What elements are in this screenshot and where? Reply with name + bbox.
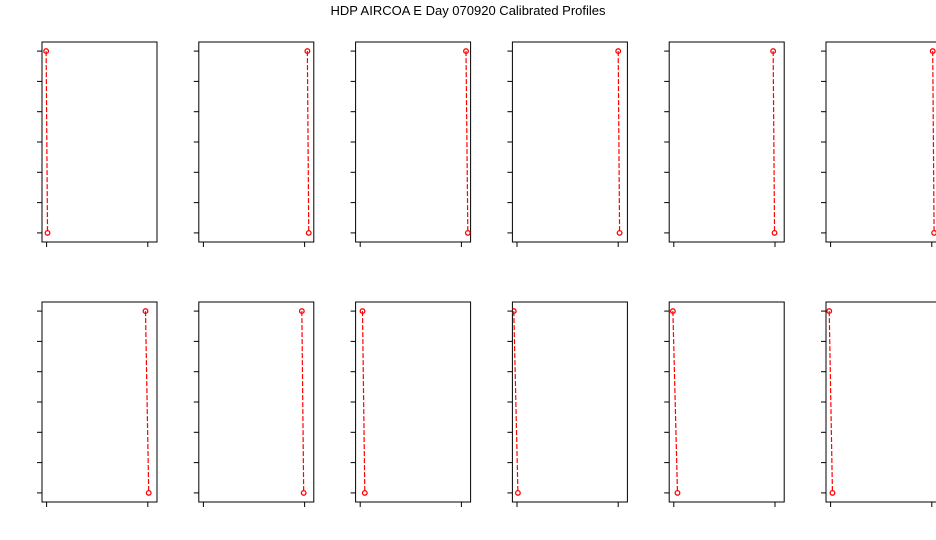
panel-6-series <box>142 308 152 496</box>
panel-9-series <box>512 308 521 496</box>
panel-1-data-point <box>304 48 311 55</box>
panel-4-profile-line <box>772 51 776 233</box>
panel-4-frame <box>668 41 785 243</box>
panel-10-series <box>669 308 681 496</box>
panel-1-series <box>304 48 312 236</box>
panel-11 <box>821 301 936 507</box>
panel-10-data-point <box>669 308 676 315</box>
panel-0 <box>37 41 158 247</box>
panel-11-data-point <box>826 308 833 315</box>
panel-3 <box>507 41 628 247</box>
panel-5-data-point <box>931 229 936 236</box>
panel-4-series <box>770 48 778 236</box>
panel-0-data-point <box>44 229 51 236</box>
panel-9-data-point <box>512 308 517 315</box>
panel-1-profile-line <box>306 51 310 233</box>
panel-8-data-point <box>359 308 366 315</box>
panel-3-profile-line <box>617 51 621 233</box>
panel-8-profile-line <box>361 311 366 493</box>
panel-0-series <box>43 48 51 236</box>
panel-5-profile-line <box>932 51 935 233</box>
panel-6-data-point <box>145 489 152 496</box>
panel-11-frame <box>825 301 936 503</box>
panel-4-data-point <box>770 48 777 55</box>
panel-1-frame <box>198 41 315 243</box>
figure-title: HDP AIRCOA E Day 070920 Calibrated Profi… <box>330 3 606 18</box>
panel-8 <box>350 301 472 507</box>
panel-3-data-point <box>615 48 622 55</box>
panel-2-series <box>463 48 471 236</box>
panel-6-data-point <box>142 308 149 315</box>
panel-2-data-point <box>463 48 469 55</box>
panel-2-data-point <box>464 229 471 236</box>
panel-3-data-point <box>616 229 623 236</box>
panel-5 <box>821 41 936 247</box>
panel-9-profile-line <box>513 311 519 493</box>
panel-9-frame <box>511 301 628 503</box>
panel-11-profile-line <box>828 311 834 493</box>
panel-7-frame <box>198 301 315 503</box>
panel-9-data-point <box>514 489 521 496</box>
panel-1-data-point <box>305 229 312 236</box>
panel-5-frame <box>825 41 936 243</box>
panel-2-frame <box>355 41 472 243</box>
panel-6-profile-line <box>144 311 150 493</box>
panel-3-frame <box>511 41 628 243</box>
panel-8-data-point <box>361 489 368 496</box>
panel-3-series <box>615 48 623 236</box>
panel-7-profile-line <box>301 311 305 493</box>
panel-4-data-point <box>771 229 778 236</box>
panel-0-profile-line <box>45 51 49 233</box>
panel-2-profile-line <box>465 51 469 233</box>
panel-10-frame <box>668 301 785 503</box>
panel-10-profile-line <box>672 311 679 493</box>
panel-1 <box>193 41 315 247</box>
panel-11-series <box>826 308 836 496</box>
panel-7-data-point <box>298 308 305 315</box>
panel-11-data-point <box>829 489 836 496</box>
panel-2 <box>350 41 472 247</box>
panel-5-data-point <box>929 48 936 55</box>
panel-9 <box>507 301 628 507</box>
panel-10-data-point <box>674 489 681 496</box>
panel-6 <box>37 301 158 507</box>
panel-5-series <box>929 48 936 236</box>
panel-7-data-point <box>300 489 307 496</box>
panel-10 <box>664 301 785 507</box>
panel-0-frame <box>41 41 158 243</box>
panel-8-series <box>359 308 368 496</box>
panel-0-data-point <box>43 48 50 55</box>
panel-7-series <box>298 308 307 496</box>
panel-8-frame <box>355 301 472 503</box>
panel-7 <box>193 301 315 507</box>
panel-4 <box>664 41 785 247</box>
panel-6-frame <box>41 301 158 503</box>
